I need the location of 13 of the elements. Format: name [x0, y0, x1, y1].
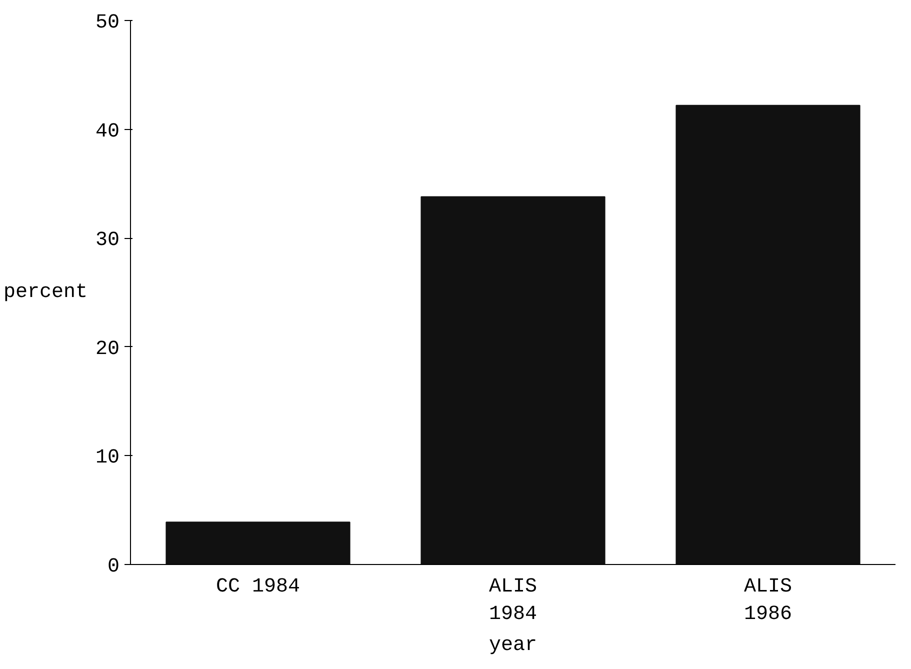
- y-axis-title: percent: [3, 281, 88, 304]
- y-tick-label: 40: [95, 120, 120, 144]
- x-tick-label: ALIS 1986: [744, 576, 792, 626]
- y-tick-label: 0: [108, 556, 120, 578]
- x-axis-title: year: [488, 634, 538, 658]
- x-tick-label: CC 1984: [216, 576, 300, 598]
- y-tick-label: 10: [95, 446, 120, 470]
- bar: [420, 196, 606, 564]
- bar: [676, 104, 860, 564]
- y-tick-label: 50: [95, 12, 120, 34]
- y-tick-label: 30: [95, 229, 120, 252]
- bar: [166, 522, 350, 564]
- y-tick-label: 20: [95, 338, 120, 361]
